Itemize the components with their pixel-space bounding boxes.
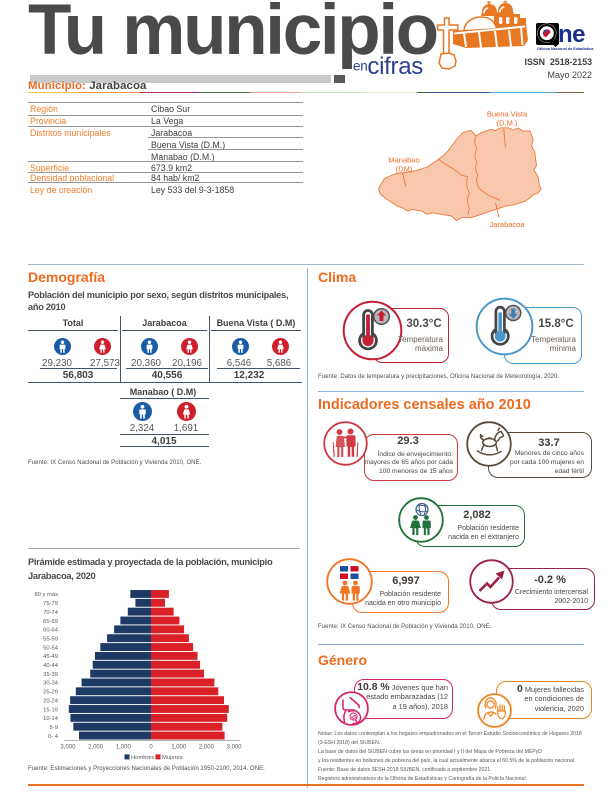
- svg-text:0: 0: [149, 744, 153, 750]
- svg-text:70-74: 70-74: [43, 610, 59, 616]
- svg-text:55-59: 55-59: [43, 636, 58, 642]
- svg-text:1,000: 1,000: [116, 744, 132, 750]
- svg-text:2,000: 2,000: [199, 744, 215, 750]
- svg-text:Manabao: Manabao: [388, 156, 419, 165]
- svg-text:25-29: 25-29: [43, 690, 58, 696]
- svg-text:15-19: 15-19: [43, 707, 58, 713]
- svg-text:10-14: 10-14: [43, 716, 59, 722]
- svg-text:60-64: 60-64: [43, 628, 59, 634]
- svg-text:75-79: 75-79: [43, 601, 58, 607]
- svg-text:(D.M.): (D.M.): [497, 119, 518, 128]
- svg-text:Buena Vista: Buena Vista: [487, 110, 528, 119]
- svg-text:Jarabacoa: Jarabacoa: [489, 220, 525, 229]
- svg-text:80 y más: 80 y más: [34, 592, 58, 598]
- svg-text:2,000: 2,000: [88, 744, 104, 750]
- svg-text:5-9: 5-9: [50, 725, 58, 731]
- svg-text:65-69: 65-69: [43, 619, 58, 625]
- svg-text:3,000: 3,000: [227, 744, 243, 750]
- svg-text:Mujeres: Mujeres: [162, 755, 183, 761]
- svg-text:Hombres: Hombres: [131, 755, 155, 761]
- svg-text:(DM): (DM): [396, 165, 413, 174]
- svg-text:20-24: 20-24: [43, 698, 59, 704]
- svg-text:30-34: 30-34: [43, 681, 59, 687]
- svg-text:35-39: 35-39: [43, 672, 58, 678]
- svg-text:45-49: 45-49: [43, 654, 58, 660]
- svg-text:50-54: 50-54: [43, 645, 59, 651]
- svg-text:40-44: 40-44: [43, 663, 59, 669]
- svg-text:0- 4: 0- 4: [48, 734, 59, 740]
- svg-text:1,000: 1,000: [171, 744, 187, 750]
- svg-text:3,000: 3,000: [60, 744, 76, 750]
